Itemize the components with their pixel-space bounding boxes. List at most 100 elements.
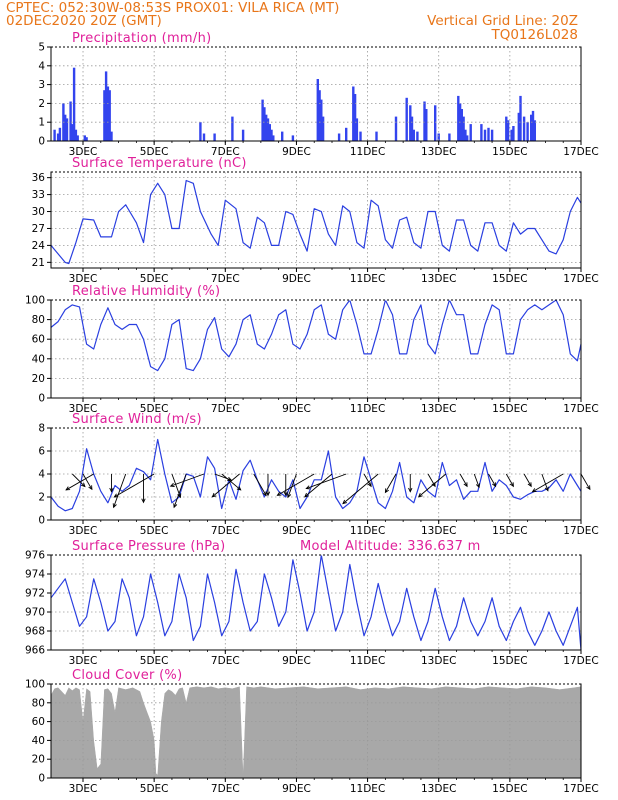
precip-bar: [409, 105, 412, 141]
precip-bar: [460, 109, 463, 141]
x-tick-label: 11DEC: [350, 783, 385, 795]
series-line: [50, 554, 582, 651]
wind-arrow-shaft: [523, 473, 532, 487]
y-tick-label: 60: [32, 716, 45, 728]
precip-bar: [58, 127, 62, 141]
precip-bar: [268, 124, 271, 141]
x-tick-label: 7DEC: [211, 783, 240, 795]
x-tick-label: 15DEC: [492, 525, 527, 537]
x-tick-label: 5DEC: [140, 525, 169, 537]
x-tick-label: 13DEC: [421, 146, 456, 158]
precip-bar: [241, 129, 245, 141]
precip-bar: [103, 90, 106, 141]
cloud-cover-area: [50, 686, 582, 779]
wind-arrow-head: [544, 486, 549, 492]
wind-arrow-head: [408, 487, 413, 493]
precip-bar: [353, 94, 357, 141]
wind-arrow: [141, 474, 146, 504]
wind-arrow-shaft: [342, 473, 379, 504]
wind-arrow-head: [211, 492, 217, 498]
wind-arrow-head: [531, 488, 537, 493]
precip-bar: [65, 118, 69, 141]
wind-arrow: [276, 473, 315, 496]
precip-bar: [437, 133, 440, 141]
x-tick-label: 13DEC: [421, 655, 456, 667]
precip-bar: [469, 124, 472, 141]
precip-bar: [448, 133, 451, 141]
wind-arrow-head: [417, 492, 423, 498]
precip-bar: [231, 116, 234, 141]
wind-arrow-head: [367, 482, 372, 488]
precip-bar: [464, 129, 467, 141]
x-tick-label: 3DEC: [69, 403, 98, 415]
x-tick-label: 9DEC: [282, 783, 311, 795]
precip-bar: [533, 120, 536, 141]
series-line: [50, 299, 582, 372]
y-tick-label: 2: [38, 492, 45, 504]
precip-bar: [457, 95, 460, 141]
x-tick-label: 17DEC: [563, 525, 598, 537]
y-tick-label: 20: [32, 754, 45, 766]
wind-arrow: [283, 474, 288, 497]
wind-arrow: [169, 473, 205, 487]
y-tick-label: 5: [38, 42, 45, 54]
panel-4: [47, 554, 582, 654]
panel-frame: [50, 46, 582, 142]
wind-arrow: [459, 473, 468, 488]
precip-bar: [337, 133, 341, 141]
wind-arrow: [265, 474, 271, 497]
wind-arrow: [384, 473, 397, 494]
x-tick-label: 13DEC: [421, 783, 456, 795]
panel-1: [47, 171, 582, 272]
y-tick-label: 976: [25, 550, 45, 562]
precip-bar: [416, 131, 419, 141]
precip-bar: [352, 86, 355, 141]
wind-arrow: [488, 473, 497, 488]
wind-arrow-head: [283, 491, 288, 497]
x-tick-label: 7DEC: [211, 655, 240, 667]
precip-bar: [462, 116, 465, 141]
x-tick-label: 15DEC: [492, 146, 527, 158]
wind-arrow-shaft: [306, 473, 347, 489]
precip-bar: [76, 135, 79, 141]
precip-bar: [359, 131, 362, 141]
precip-bar: [505, 116, 508, 141]
x-tick-label: 11DEC: [350, 655, 385, 667]
y-tick-label: 8: [38, 423, 45, 435]
wind-arrow-shaft: [473, 473, 480, 488]
precip-bar: [410, 116, 414, 141]
precip-bar: [272, 135, 275, 141]
panel-2: [47, 299, 582, 402]
wind-arrow-head: [80, 482, 86, 488]
y-tick-label: 3: [38, 79, 45, 91]
wind-arrow: [417, 473, 447, 498]
y-tick-label: 972: [25, 588, 45, 600]
precip-bar: [72, 67, 76, 141]
wind-arrow: [408, 474, 413, 493]
precip-bar: [69, 101, 72, 141]
wind-arrow-shaft: [113, 473, 127, 508]
precip-bar: [466, 135, 469, 141]
wind-arrow-head: [384, 488, 389, 494]
y-tick-label: 27: [32, 223, 45, 235]
precip-bar: [281, 131, 284, 141]
x-tick-label: 3DEC: [69, 655, 98, 667]
y-tick-label: 6: [38, 446, 45, 458]
x-tick-label: 3DEC: [69, 146, 98, 158]
x-tick-label: 3DEC: [69, 783, 98, 795]
wind-arrow-shaft: [72, 473, 86, 487]
y-tick-label: 4: [38, 469, 45, 481]
wind-arrow-head: [169, 482, 175, 487]
wind-arrow: [82, 473, 93, 491]
precip-bar: [104, 71, 108, 141]
wind-arrow: [113, 473, 155, 498]
precip-bar: [490, 129, 494, 141]
wind-arrow-shaft: [418, 473, 447, 498]
x-tick-label: 17DEC: [563, 146, 598, 158]
precip-bar: [483, 129, 487, 141]
wind-arrow: [541, 473, 549, 492]
wind-arrow: [171, 473, 182, 499]
precip-bar: [480, 124, 483, 141]
x-tick-label: 7DEC: [211, 273, 240, 285]
